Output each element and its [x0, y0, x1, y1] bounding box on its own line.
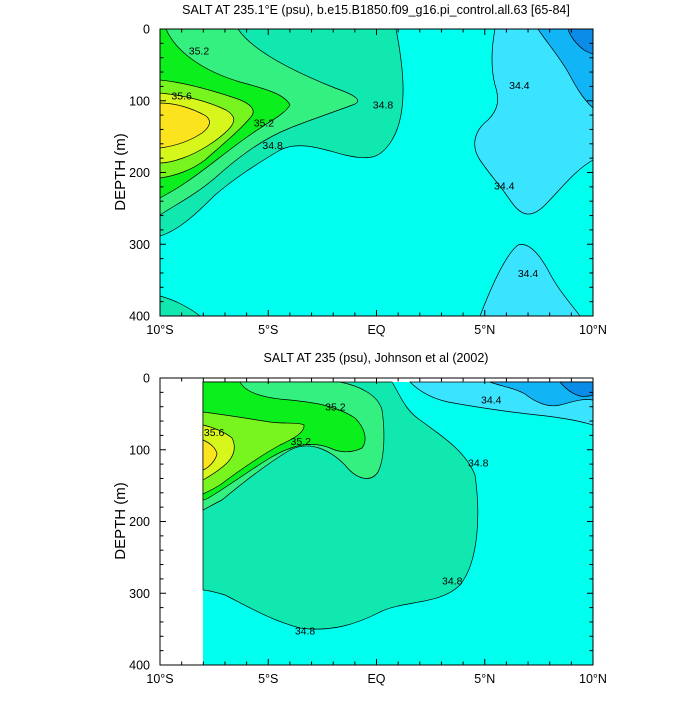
top-band-34.2-north — [567, 29, 593, 55]
bottom-y-axis-label: DEPTH (m) — [112, 482, 129, 560]
bottom-missing-region — [160, 378, 203, 665]
top-contour-label: 34.4 — [509, 80, 530, 92]
top-contour-label: 34.4 — [494, 180, 515, 192]
top-panel: SALT AT 235.1°E (psu), b.e15.B1850.f09_g… — [112, 3, 607, 337]
bottom-band-35.4 — [202, 411, 305, 495]
top-band-34.4-north — [474, 29, 593, 215]
top-contour-fill — [160, 29, 593, 316]
bottom-x-tick-label: 5°S — [258, 672, 278, 686]
bottom-contour-labels: 35.2 35.6 35.2 34.8 34.8 34.8 34.4 — [204, 395, 502, 638]
top-band-35.8 — [160, 102, 210, 149]
top-contour-label: 35.2 — [189, 46, 210, 58]
bottom-contour-label: 34.8 — [295, 626, 316, 638]
top-contour-label: 34.4 — [518, 268, 539, 280]
top-band-34.4-deep — [479, 244, 581, 316]
bottom-panel-title: SALT AT 235 (psu), Johnson et al (2002) — [264, 351, 489, 365]
top-x-tick-label: EQ — [367, 323, 385, 337]
top-contour-label: 34.8 — [373, 99, 394, 111]
bottom-contour-fill — [160, 378, 593, 665]
bottom-contour-label: 35.2 — [325, 402, 346, 414]
bottom-ticks: 10°S 5°S EQ 5°N 10°N 0 100 200 300 400 — [129, 372, 607, 687]
bottom-contour-label: 35.6 — [204, 427, 225, 439]
bottom-contour-label: 34.8 — [468, 458, 489, 470]
bottom-x-tick-label: 10°S — [146, 672, 173, 686]
bottom-contour-label: 35.2 — [291, 436, 312, 448]
top-x-tick-label: 5°S — [258, 323, 278, 337]
bottom-x-tick-label: EQ — [367, 672, 385, 686]
top-x-tick-label: 10°N — [579, 323, 607, 337]
top-y-tick-label: 300 — [129, 238, 150, 252]
top-band-34.8-corner — [160, 295, 201, 316]
top-x-tick-label: 5°N — [474, 323, 495, 337]
bottom-band-34.2-north — [559, 381, 593, 397]
bottom-x-tick-label: 10°N — [579, 672, 607, 686]
bottom-y-tick-label: 0 — [143, 372, 150, 386]
bottom-y-tick-label: 100 — [129, 443, 150, 457]
top-y-tick-label: 0 — [143, 23, 150, 37]
top-contour-labels: 35.2 35.6 35.2 34.8 34.8 34.4 34.4 34.4 — [171, 46, 538, 280]
top-contour-label: 35.2 — [254, 117, 275, 129]
bottom-x-tick-label: 5°N — [474, 672, 495, 686]
bottom-y-tick-label: 300 — [129, 587, 150, 601]
bottom-y-tick-label: 200 — [129, 515, 150, 529]
top-contour-label: 35.6 — [171, 91, 192, 103]
top-y-tick-label: 400 — [129, 310, 150, 324]
bottom-contour-label: 34.8 — [442, 575, 463, 587]
bottom-band-35.8 — [202, 439, 218, 471]
bottom-panel: SALT AT 235 (psu), Johnson et al (2002) … — [112, 351, 607, 686]
bottom-band-35.6 — [202, 424, 235, 481]
top-band-34.3-north — [537, 29, 593, 109]
top-x-tick-label: 10°S — [146, 323, 173, 337]
top-contour-label: 34.8 — [262, 140, 283, 152]
top-y-tick-label: 100 — [129, 94, 150, 108]
bottom-contour-label: 34.4 — [481, 395, 502, 407]
top-y-tick-label: 200 — [129, 166, 150, 180]
top-y-axis-label: DEPTH (m) — [112, 133, 129, 211]
bottom-y-tick-label: 400 — [129, 659, 150, 673]
top-ticks: 10°S 5°S EQ 5°N 10°N 0 100 200 300 400 — [129, 23, 607, 338]
top-panel-title: SALT AT 235.1°E (psu), b.e15.B1850.f09_g… — [182, 3, 570, 17]
